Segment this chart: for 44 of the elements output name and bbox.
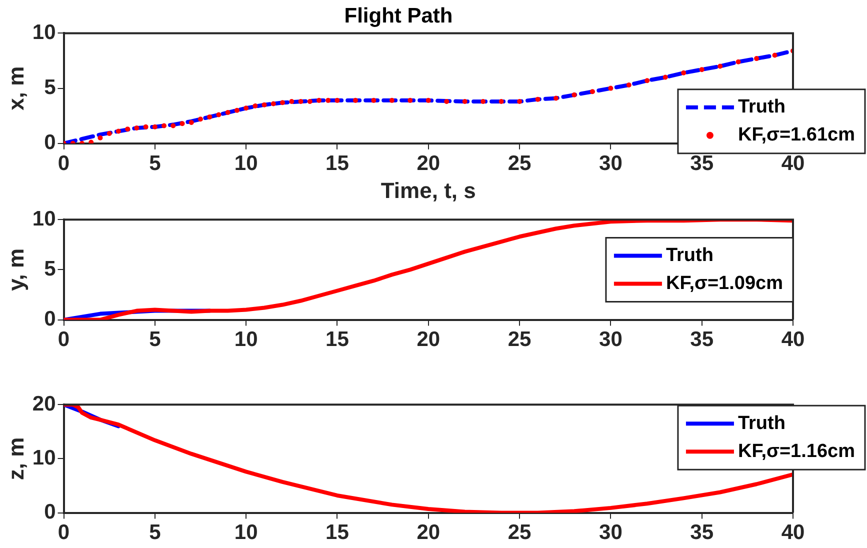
x-tick-label: 30 [599,521,622,544]
y-tick-label: 20 [32,392,56,416]
y-tick-label: 10 [32,20,56,44]
x-tick-label: 40 [781,152,805,175]
x-tick-label: 15 [326,152,350,175]
x-tick-label: 10 [234,521,258,544]
x-tick-label: 25 [508,521,532,544]
x-tick-label: 20 [416,328,440,352]
x-tick-label: 5 [149,521,162,544]
x-tick-label: 15 [326,521,350,544]
x-tick-label: 25 [508,152,532,175]
y-tick-label: 10 [32,446,56,470]
x-tick-label: 10 [234,152,258,175]
legend-label: Truth [738,412,786,434]
legend-label: Truth [666,244,714,266]
x-tick-label: 20 [416,152,440,175]
x-tick-label: 5 [149,328,162,352]
legend-label: KF,σ=1.61cm [738,124,856,146]
y-axis-title: z, m [3,437,28,480]
chart-title: Flight Path [344,4,453,28]
y-tick-label: 0 [44,131,56,154]
y-tick-label: 5 [44,76,56,100]
x-tick-label: 35 [690,152,714,175]
x-tick-label: 40 [781,328,805,352]
legend-label: KF,σ=1.09cm [666,272,784,294]
x-tick-label: 20 [416,521,440,544]
x-axis-title: Time, t, s [380,178,476,203]
x-tick-label: 30 [599,152,622,175]
legend-label: Truth [738,96,786,118]
y-axis-title: y, m [3,248,28,291]
x-tick-label: 30 [599,328,622,352]
y-axis-title: x, m [3,66,28,110]
x-tick-label: 35 [690,328,714,352]
x-tick-label: 5 [149,152,162,175]
x-tick-label: 15 [326,328,350,352]
x-tick-label: 10 [234,328,258,352]
x-tick-label: 35 [690,521,714,544]
x-tick-label: 40 [781,521,805,544]
y-tick-label: 10 [32,207,56,230]
x-tick-label: 25 [508,328,532,352]
legend-label: KF,σ=1.16cm [738,440,856,462]
y-tick-label: 0 [44,308,56,331]
y-tick-label: 5 [44,257,56,280]
y-tick-label: 0 [44,500,56,524]
